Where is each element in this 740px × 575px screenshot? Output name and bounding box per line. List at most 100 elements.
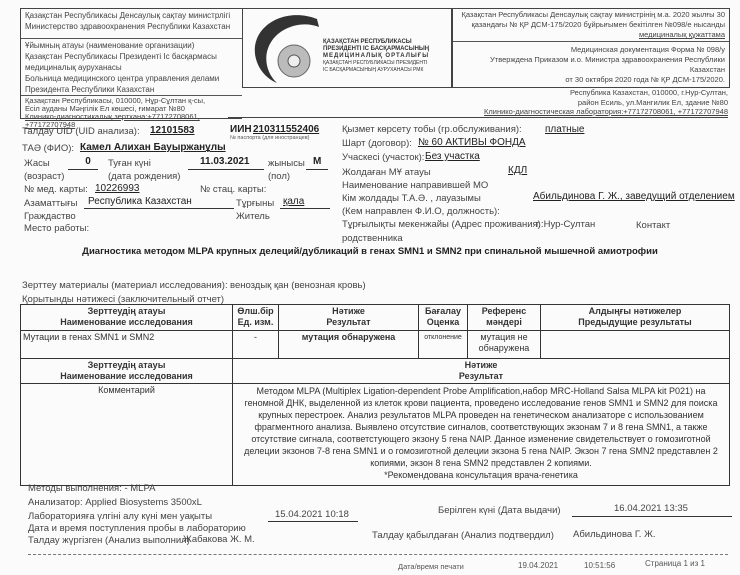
resident-value: қала [283, 196, 305, 207]
org-ru-1: Больница медицинского центра управления … [25, 74, 220, 83]
divider [28, 554, 728, 555]
addr-kz-2: Есіл ауданы Мәңгілік Ел көшесі, ғимарат … [25, 104, 185, 113]
citizenship-value: Республика Казахстан [88, 196, 192, 207]
header-left-box: Қазақстан Республикасы Денсаулық сақтау … [20, 8, 242, 129]
area-label: Учаскесі (участок): [342, 152, 425, 163]
report-label: Қорытынды нәтижесі (заключительный отчет… [22, 294, 225, 305]
address-ru: Республика Казахстан, 010000, г.Нур-Султ… [228, 88, 728, 118]
uid-label: Талдау UID (UID анализа): [22, 126, 140, 137]
address-value: г. Нур-Султан [536, 219, 596, 230]
report-title: Диагностика методом MLPA крупных делеций… [82, 246, 658, 257]
col-result-2: Нәтиже Результат [232, 358, 730, 384]
contract-label: Шарт (договор): [342, 138, 412, 149]
dob-value: 11.03.2021 [200, 156, 250, 167]
unit: - [232, 330, 279, 359]
print-date: 19.04.2021 [518, 561, 559, 570]
org-kz-2: медициналық ауруханасы [25, 63, 122, 72]
col-study-name: Зерттеудің атауы Наименование исследовани… [20, 304, 233, 331]
col-reference: Референс мәндері [467, 304, 541, 331]
print-label: Дата/время печати [398, 562, 464, 571]
table-row: Мутации в генах SMN1 и SMN2 - мутация об… [20, 330, 730, 359]
results-header-row: Зерттеудің атауы Наименование исследовани… [20, 304, 730, 331]
stac-card-label: № стац. карты: [200, 184, 267, 195]
result: мутация обнаружена [278, 330, 419, 359]
logo-text: ҚАЗАҚСТАН РЕСПУБЛИКАСЫ ПРЕЗИДЕНТІ ІС БАСҚ… [323, 39, 430, 73]
logo-box: ҚАЗАҚСТАН РЕСПУБЛИКАСЫ ПРЕЗИДЕНТІ ІС БАСҚ… [242, 8, 452, 88]
org-label: Ұйымның атауы (наименование организации) [25, 41, 195, 50]
form-kz-2: қазандағы № ҚР ДСМ-175/2020 бұйрығымен б… [471, 20, 726, 29]
form-kz-1: Қазақстан Республикасы Денсаулық сақтау … [461, 10, 725, 19]
confirmed-value: Абильдинова Г. Ж. [573, 529, 656, 540]
page-number: Страница 1 из 1 [645, 559, 705, 568]
address-kz-cell: Қазақстан Республикасы, 010000, Нұр-Сұлт… [21, 96, 242, 129]
addr-kz-3: Клинико-диагностикалық зертхана:+7717270… [25, 112, 200, 129]
fio-value: Камел Алихан Бауыржанұлы [80, 142, 226, 153]
iin-label: ИИН [230, 124, 252, 135]
comment-label: Комментарий [20, 383, 233, 486]
print-time: 10:51:56 [584, 561, 616, 570]
ministry-kz: Қазақстан Республикасы Денсаулық сақтау … [25, 11, 231, 20]
uid-value: 12101583 [150, 125, 195, 136]
medcard-label: № мед. карты: [24, 184, 88, 195]
previous-result [540, 330, 730, 359]
referring-mo-value: КДЛ [508, 165, 528, 176]
study-name: Мутации в генах SMN1 и SMN2 [20, 330, 233, 359]
assessment: отклонение [418, 330, 468, 359]
service-group-value: платные [545, 124, 585, 135]
issued-value: 16.04.2021 13:35 [614, 503, 688, 514]
form-ru-2: Утверждена Приказом и.о. Министра здраво… [490, 55, 725, 74]
contact-label: Контакт родственника [342, 220, 671, 244]
reference: мутация не обнаружена [467, 330, 541, 359]
medical-center-logo [254, 15, 319, 84]
table-row: Комментарий Методом MLPA (Multiplex Liga… [20, 383, 730, 486]
ministry-ru: Министерство здравоохранения Республики … [25, 22, 231, 31]
form-ru-3: от 30 октября 2020 года № ҚР ДСМ-175/202… [565, 75, 725, 84]
organization-cell: Ұйымның атауы (наименование организации)… [21, 39, 242, 96]
comment-table: Зерттеудің атауы Наименование исследовани… [20, 358, 730, 486]
contract-value: № 60 АКТИВЫ ФОНДА [418, 137, 526, 148]
material-label: Зерттеу материалы (материал исследования… [22, 280, 228, 291]
org-kz-1: Қазақстан Республикасы Президенті Іс бас… [25, 52, 217, 61]
sex-value: М [313, 156, 322, 167]
age-value: 0 [85, 156, 91, 167]
org-ru-2: Президента Республики Казахстан [25, 85, 155, 94]
performed-label: Талдау жүргізген (Анализ выполнил) [28, 535, 190, 546]
dob-label: Туған күні (дата рождения) [108, 158, 181, 182]
results-table: Зерттеудің атауы Наименование исследовани… [20, 304, 730, 359]
methods: Методы выполнения: - MLPA [28, 483, 156, 494]
passport-label: № паспорта (для иностранцев) [230, 135, 310, 141]
addr-kz-1: Қазақстан Республикасы, 010000, Нұр-Сұлт… [25, 96, 206, 105]
sex-label: жынысы (пол) [268, 158, 305, 182]
iin-value: 210311552406 [253, 124, 320, 135]
comment-header-row: Зерттеудің атауы Наименование исследовани… [20, 358, 730, 384]
col-unit: Өлш.бір Ед. изм. [232, 304, 279, 331]
analyzer: Анализатор: Applied Biosystems 3500xL [28, 497, 202, 508]
received-value: 15.04.2021 10:18 [275, 509, 349, 520]
medcard-value: 10226993 [95, 183, 140, 194]
form-ru-1: Медицинская документация Форма № 098/у [570, 45, 725, 54]
referring-mo-label: Жолдаған МҰ атауы Наименование направивше… [342, 167, 489, 191]
header-right-box: Қазақстан Республикасы Денсаулық сақтау … [452, 8, 730, 88]
form-kz-3: медициналық құжаттама [639, 30, 725, 39]
comment-text: Методом MLPA (Multiplex Ligation-depende… [244, 386, 718, 468]
form-ru-cell: Медицинская документация Форма № 098/у У… [453, 42, 729, 87]
area-value: Без участка [425, 151, 480, 162]
ministry-cell: Қазақстан Республикасы Денсаулық сақтау … [21, 9, 242, 39]
address-label: Тұрғылықты мекенжайы (Адрес проживания): [342, 219, 544, 230]
issued-label: Берілген күні (Дата выдачи) [438, 505, 561, 516]
age-label: Жасы (возраст) [24, 158, 65, 182]
material-value: веноздық қан (венозная кровь) [230, 280, 366, 291]
received-label: Лабораторияға үлгіні алу күні мен уақыты… [28, 511, 246, 534]
col-previous: Алдыңғы нәтижелер Предыдущие результаты [540, 304, 730, 331]
form-kz-cell: Қазақстан Республикасы Денсаулық сақтау … [453, 9, 729, 42]
fio-label: ТАӘ (ФИО): [22, 143, 75, 154]
col-study-name-2: Зерттеудің атауы Наименование исследовани… [20, 358, 233, 384]
service-group-label: Қызмет көрсету тобы (гр.обслуживания): [342, 124, 522, 135]
recommendation-text: *Рекомендована консультация врача-генети… [384, 470, 578, 480]
confirmed-label: Талдау қабылдаған (Анализ подтвердил) [372, 530, 554, 541]
col-result: Нәтиже Результат [278, 304, 419, 331]
referred-by-value: Абильдинова Г. Ж., заведущий отделением [533, 191, 735, 202]
resident-label: Тұрғыны Житель [236, 198, 275, 222]
workplace-label: Место работы: [24, 223, 90, 234]
referred-by-label: Кім жолдады Т.А.Ә. , лауазымы (Кем направ… [342, 193, 500, 217]
